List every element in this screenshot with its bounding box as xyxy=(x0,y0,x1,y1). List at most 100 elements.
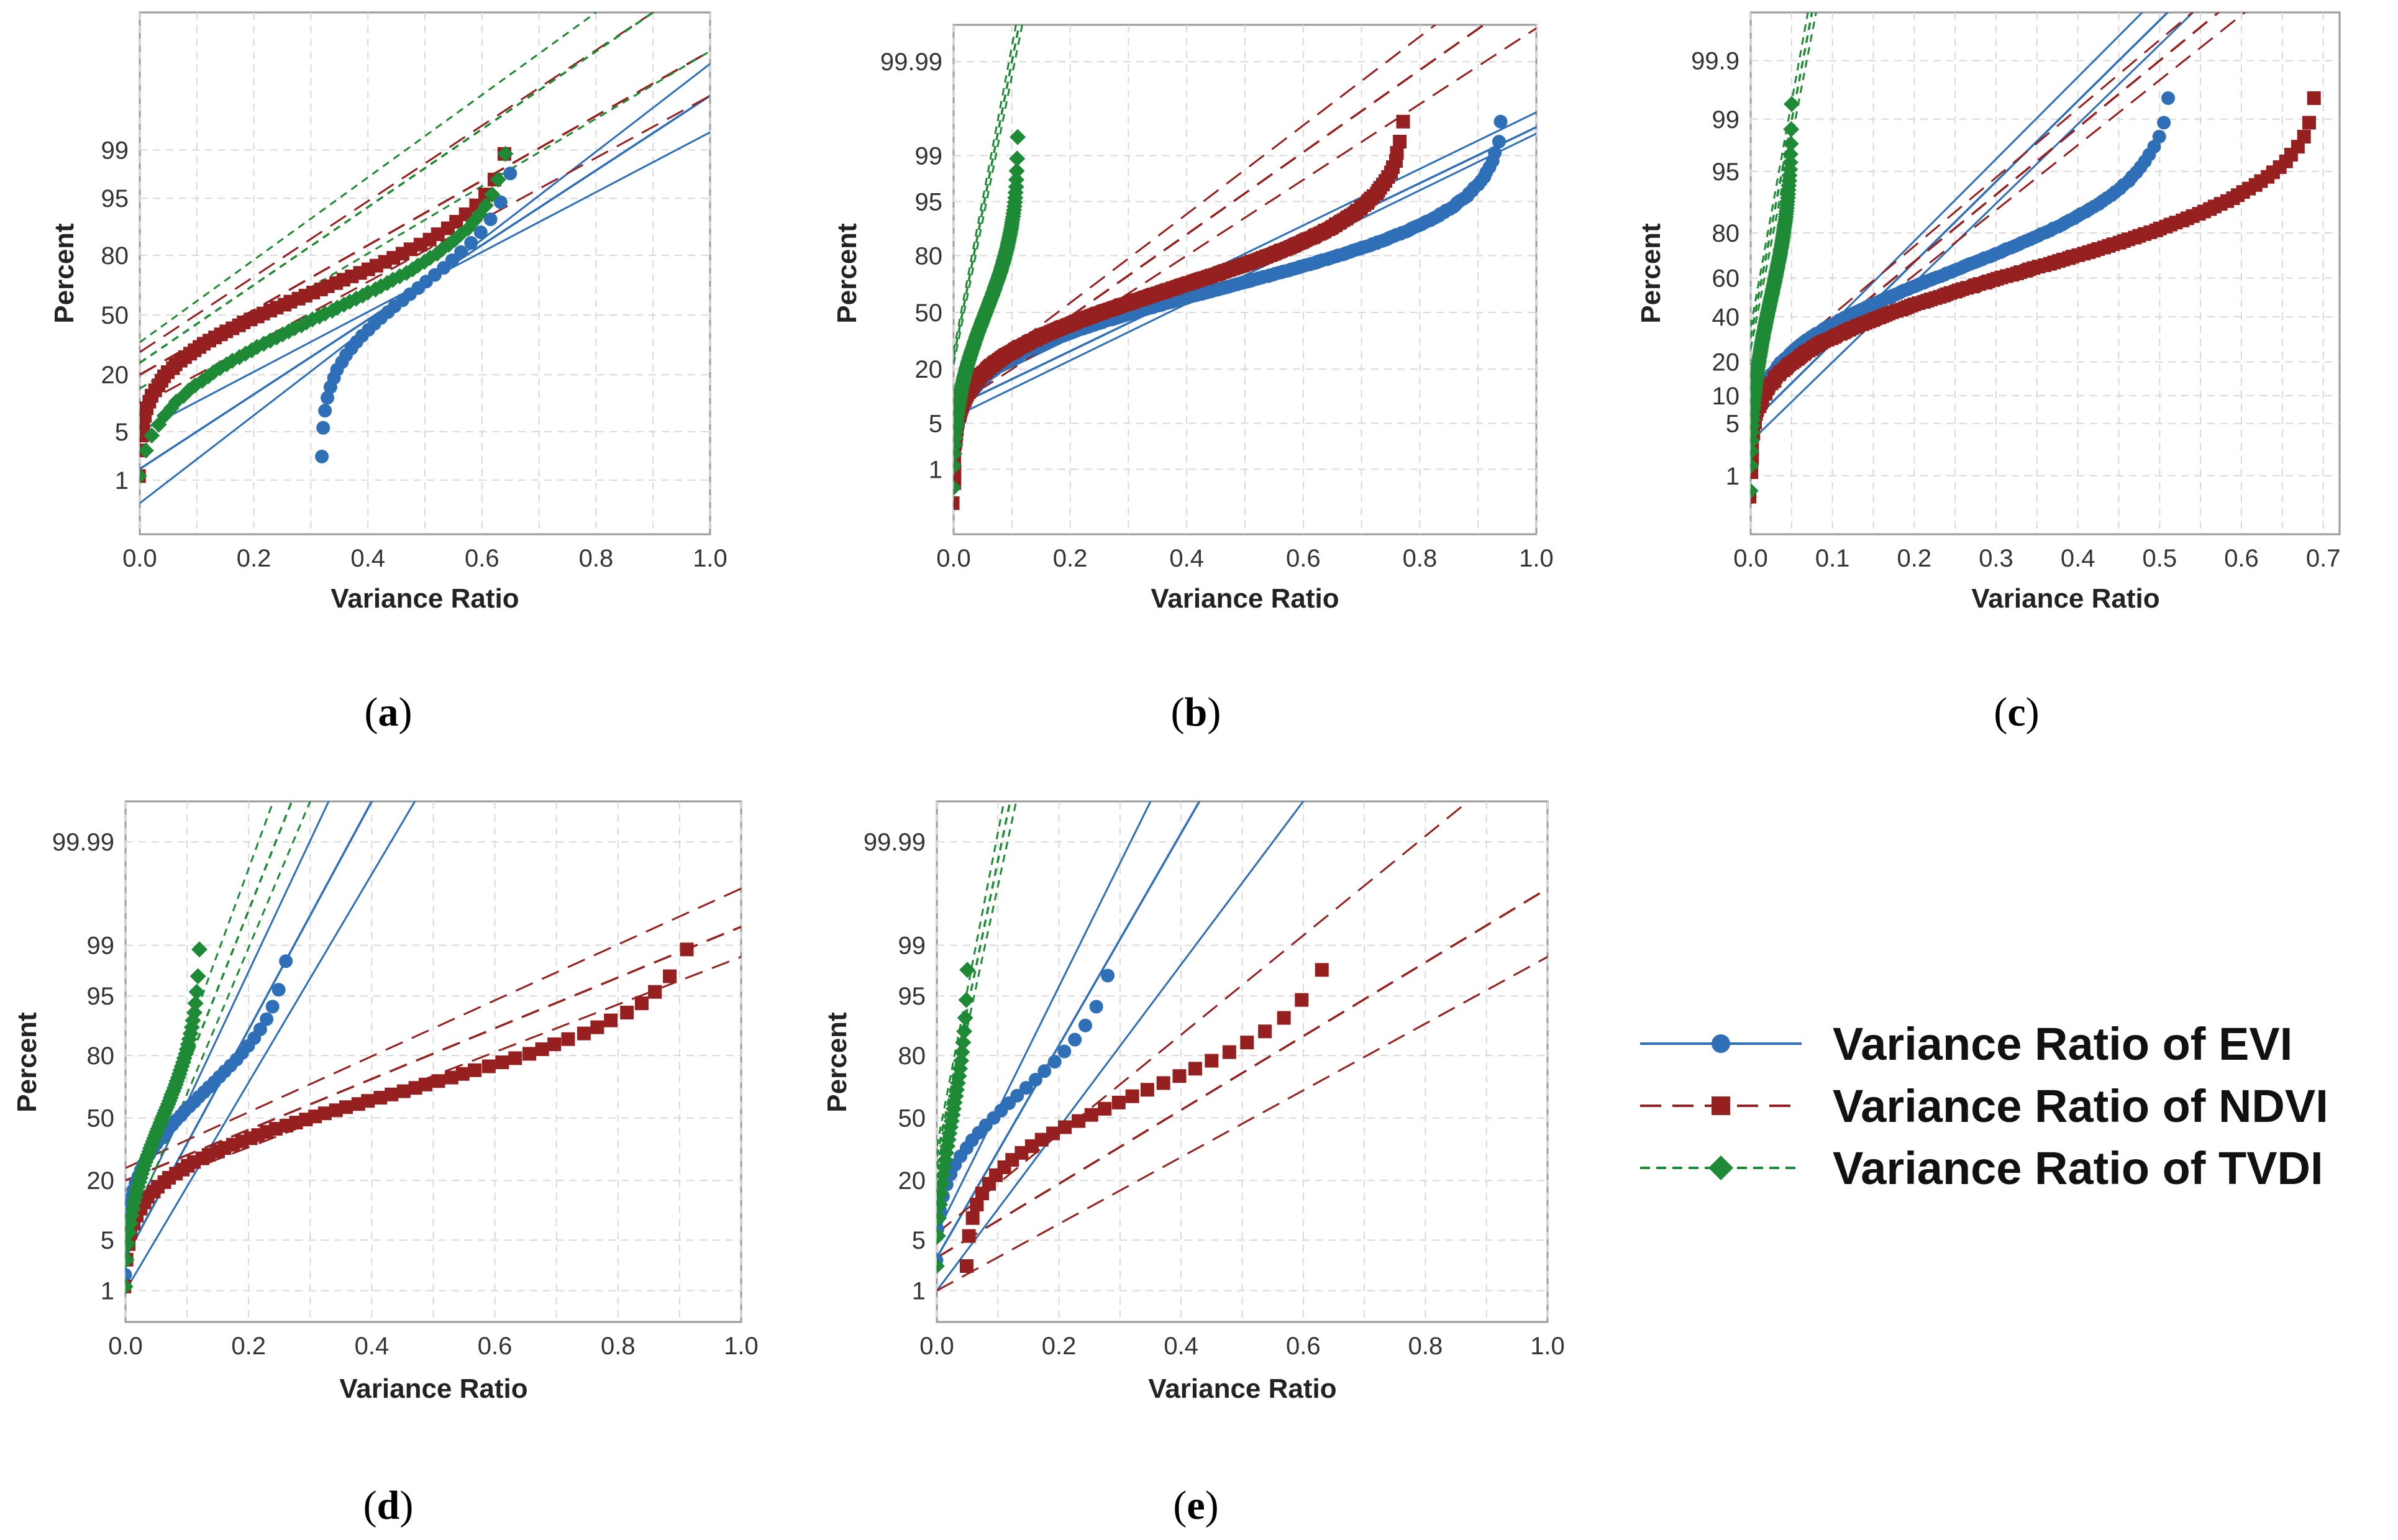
panel-a-evi-point xyxy=(316,421,331,435)
panel-d-tvdi-point xyxy=(191,941,208,958)
panel-b-y-axis-title: Percent xyxy=(832,223,862,324)
panel-c-xtick-label: 0.7 xyxy=(2306,545,2341,572)
panel-b-ytick-label: 5 xyxy=(929,410,942,437)
panel-c-ytick-label: 80 xyxy=(1712,220,1740,247)
panel-d-xtick-label: 0.6 xyxy=(478,1333,513,1360)
panel-c-ytick-label: 10 xyxy=(1712,383,1740,410)
panel-e-evi-band-upper-line xyxy=(937,801,1152,1234)
panel-c-y-axis-title: Percent xyxy=(1636,223,1666,324)
panel-e-ndvi-point xyxy=(1188,1062,1202,1076)
panel-a-evi-fit-line xyxy=(140,94,710,470)
panel-c-tvdi-point xyxy=(1782,154,1798,171)
panel-d-evi-point xyxy=(279,954,293,968)
panel-b-evi-point xyxy=(1492,134,1506,148)
panel-a-tvdi-point xyxy=(490,171,506,188)
panel-c-xtick-label: 0.6 xyxy=(2224,545,2259,572)
panel-e-ndvi-point xyxy=(1240,1036,1254,1050)
panel-b-label: (b) xyxy=(1171,690,1221,735)
panel-e-ytick-label: 1 xyxy=(912,1278,926,1305)
legend-item-ndvi: Variance Ratio of NDVI xyxy=(1640,1080,2328,1132)
panel-b-x-axis-title: Variance Ratio xyxy=(1151,583,1339,614)
panel-e-ndvi-point xyxy=(1172,1069,1187,1083)
panel-e-ytick-label: 80 xyxy=(898,1042,926,1070)
panel-e-evi-point xyxy=(1047,1055,1062,1069)
panel-b-tvdi-point xyxy=(1010,129,1026,145)
panel-a-evi-point xyxy=(483,212,498,227)
panel-a-evi-point xyxy=(493,195,508,209)
panel-e-label: (e) xyxy=(1173,1483,1218,1528)
panel-e-xtick-label: 0.2 xyxy=(1042,1333,1077,1360)
panel-e-tvdi-point xyxy=(957,1009,973,1026)
panel-c-ndvi-point xyxy=(2297,129,2311,144)
panel-d-evi-point xyxy=(265,1000,280,1014)
panel-c-ytick-label: 95 xyxy=(1712,158,1740,186)
panel-b-ndvi-band-upper-line xyxy=(954,25,1437,393)
panel-d-tvdi-fit-line xyxy=(125,801,293,1223)
panel-e-ytick-label: 99 xyxy=(898,932,926,960)
panel-d-ndvi-point xyxy=(268,1122,283,1136)
panel-d-tvdi-point xyxy=(188,983,205,1000)
panel-d-ytick-label: 20 xyxy=(87,1167,115,1195)
panel-d: 0.0 0.2 0.4 0.6 0.8 1.0 1 5 20 50 80 95 99 99.99 Vari… xyxy=(12,800,759,1528)
panel-d-tvdi-point xyxy=(187,995,204,1012)
panel-a-tvdi-point xyxy=(140,442,154,459)
panel-c-xtick-label: 0.1 xyxy=(1815,545,1850,572)
panel-a-fit-lines xyxy=(140,12,710,504)
panel-e-ndvi-point xyxy=(1156,1076,1170,1090)
panel-e-xtick-label: 0.6 xyxy=(1286,1333,1321,1360)
panel-d-ytick-label: 80 xyxy=(87,1042,115,1070)
panel-e-points xyxy=(937,962,1329,1274)
panel-b-ytick-label: 50 xyxy=(915,299,943,327)
panel-e-ndvi-point xyxy=(959,1259,973,1273)
panel-c-label: (c) xyxy=(1994,690,2039,735)
panel-c-evi-point xyxy=(2147,140,2161,154)
panel-d-ytick-label: 99 xyxy=(87,932,115,960)
panel-d-ndvi-point xyxy=(663,969,677,983)
panel-e-ndvi-point xyxy=(1277,1011,1291,1025)
panel-d-tvdi-band-lower-line xyxy=(125,801,311,1241)
panel-c-ytick-label: 1 xyxy=(1726,463,1739,490)
panel-d-ndvi-point xyxy=(339,1100,353,1114)
panel-a-evi-point xyxy=(503,166,517,181)
legend-ndvi-label: Variance Ratio of NDVI xyxy=(1833,1080,2328,1132)
panel-c-ndvi-point xyxy=(2302,116,2316,130)
panel-b-xtick-label: 0.2 xyxy=(1053,545,1088,572)
panel-e-tvdi-point xyxy=(959,962,976,978)
legend-item-tvdi: Variance Ratio of TVDI xyxy=(1640,1142,2323,1194)
panel-d-ndvi-point xyxy=(317,1106,332,1121)
panel-c-ytick-label: 5 xyxy=(1726,411,1739,438)
panel-d-evi-band-upper-line xyxy=(125,801,330,1234)
panel-e-ndvi-point xyxy=(1258,1024,1272,1039)
panel-c-ytick-label: 20 xyxy=(1712,349,1740,376)
legend-tvdi-label: Variance Ratio of TVDI xyxy=(1833,1142,2323,1194)
panel-e-ndvi-point xyxy=(1072,1114,1086,1128)
panel-c-tvdi-point xyxy=(1783,121,1800,138)
panel-d-xtick-label: 1.0 xyxy=(724,1333,759,1360)
panel-d-tvdi-point xyxy=(186,1004,203,1021)
panel-c-ticks: 0.0 0.1 0.2 0.3 0.4 0.5 0.6 0.7 1 510 20 40 60 80 95 99… xyxy=(1691,48,2340,572)
panel-d-ytick-label: 50 xyxy=(87,1105,115,1132)
panel-e-ndvi-band-lower-line xyxy=(937,955,1548,1292)
panel-e-ytick-label: 99.99 xyxy=(864,829,926,856)
panel-e-ndvi-point xyxy=(1111,1095,1126,1109)
panel-d-xtick-label: 0.8 xyxy=(601,1333,636,1360)
panel-a-evi-point xyxy=(464,235,478,250)
panel-d-plot-area xyxy=(124,800,742,1323)
panel-d-ndvi-point xyxy=(508,1051,522,1065)
panel-c-tvdi-point xyxy=(1784,96,1800,112)
panel-d-xtick-label: 0.0 xyxy=(108,1333,143,1360)
panel-a-evi-point xyxy=(473,225,488,239)
panel-a-tvdi-band-upper-line xyxy=(140,12,598,344)
panel-a-ndvi-fit-line xyxy=(140,50,710,376)
panel-a: 0.0 0.2 0.4 0.6 0.8 1.0 1 5 20 50 80 95 99 Variance … xyxy=(49,11,727,735)
panel-a-ticks: 0.0 0.2 0.4 0.6 0.8 1.0 1 5 20 50 80 95 99 xyxy=(101,137,727,572)
panel-b-xtick-label: 1.0 xyxy=(1519,545,1554,572)
panel-a-y-axis-title: Percent xyxy=(49,223,80,324)
panel-b-ticks: 0.0 0.2 0.4 0.6 0.8 1.0 1 5 20 50 80 95 99 99.99 xyxy=(880,48,1554,572)
panel-e-xtick-label: 0.0 xyxy=(919,1333,954,1360)
panel-b-tvdi-point xyxy=(954,458,962,475)
panel-e-evi-point xyxy=(1057,1044,1072,1059)
panel-e-tvdi-point xyxy=(956,1023,973,1040)
panel-d-ndvi-point xyxy=(604,1013,618,1027)
panel-a-xtick-label: 0.2 xyxy=(237,545,271,572)
